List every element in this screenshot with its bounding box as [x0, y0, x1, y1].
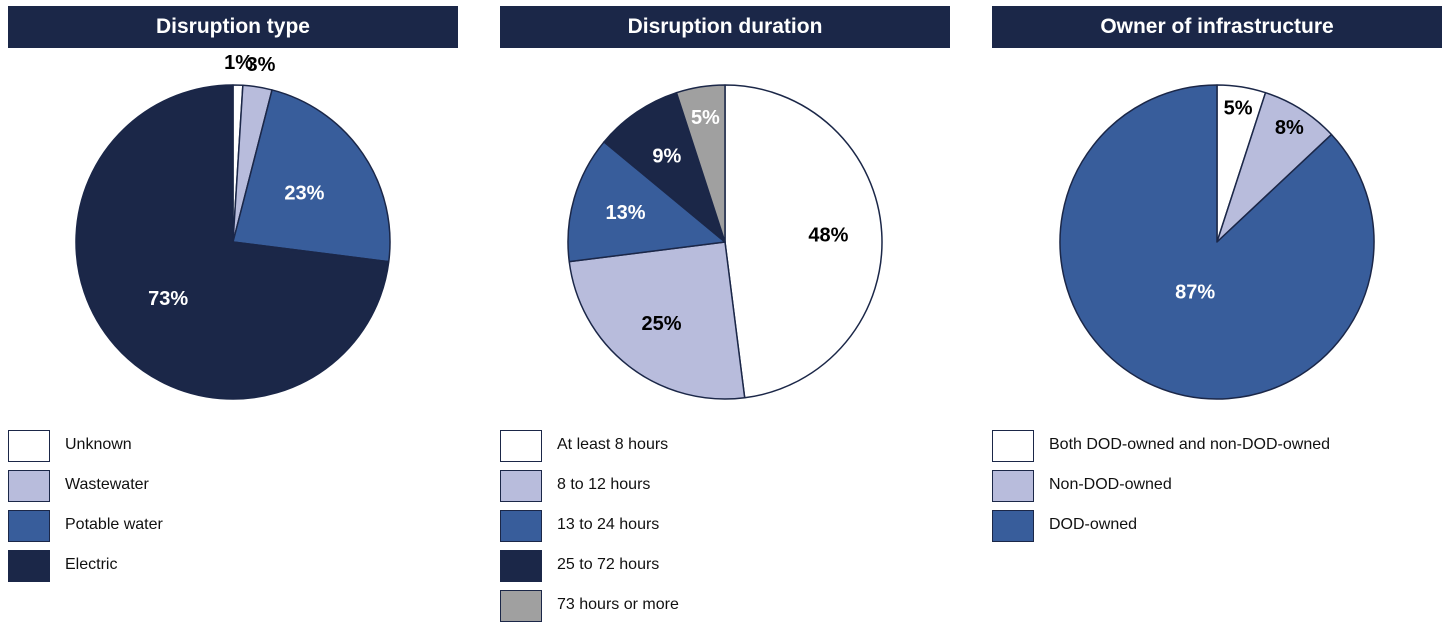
pie-slice-8-to-12-hours: [568, 241, 746, 400]
legend-label: 13 to 24 hours: [557, 516, 660, 533]
legend-swatch: [500, 430, 542, 462]
legend-label: 25 to 72 hours: [557, 556, 660, 573]
legend-label: Electric: [65, 556, 118, 573]
slice-value-label-unknown: 1%: [224, 55, 253, 74]
legend-label: DOD-owned: [1049, 516, 1138, 533]
legend-label: Both DOD-owned and non-DOD-owned: [1049, 436, 1331, 453]
owner-of-infrastructure-panel: Owner of infrastructure 5% 8% 87% Both DOD…: [992, 0, 1442, 624]
legend-swatch: [992, 470, 1034, 502]
slice-value-label-25-to-72-hours: 9%: [652, 145, 681, 167]
pie-slice-25-to-72-hours: [603, 91, 726, 243]
owner-of-infrastructure-pie: 5% 8% 87%: [1059, 84, 1375, 400]
pie-slice-potable-water: [232, 89, 391, 263]
legend-swatch: [500, 590, 542, 622]
legend-swatch: [8, 510, 50, 542]
disruption-duration-panel: Disruption duration 48% 25% 13% 9% 5% At lea…: [500, 0, 950, 624]
legend-swatch: [500, 510, 542, 542]
slice-value-label-electric: 73%: [148, 288, 188, 310]
legend-label: 73 hours or more: [557, 596, 679, 613]
legend-swatch: [8, 470, 50, 502]
legend-swatch: [500, 550, 542, 582]
pie-slice-73-hours-or-more: [675, 84, 726, 243]
disruption-type-panel: Disruption type 1% 3% 23% 73% Unknown Wastew…: [8, 0, 458, 624]
slice-value-label-wastewater: 3%: [247, 55, 276, 76]
legend-label: Non-DOD-owned: [1049, 476, 1172, 493]
panel-title: Owner of infrastructure: [992, 6, 1442, 48]
disruption-duration-pie: 48% 25% 13% 9% 5%: [567, 84, 883, 400]
legend-swatch: [8, 430, 50, 462]
legend-swatch: [992, 510, 1034, 542]
legend-swatch: [8, 550, 50, 582]
legend-label: Wastewater: [65, 476, 149, 493]
slice-value-label-at-least-8-hours: 48%: [808, 225, 848, 247]
panel-title: Disruption duration: [500, 6, 950, 48]
pie-slice-dod-owned: [1059, 84, 1375, 400]
pie-slice-electric: [75, 84, 390, 400]
pie-slice-13-to-24-hours: [567, 141, 726, 263]
slice-value-label-non-dod-owned: 8%: [1275, 117, 1304, 139]
legend-swatch: [500, 470, 542, 502]
slice-value-label-potable-water: 23%: [284, 183, 324, 205]
panel-title: Disruption type: [8, 6, 458, 48]
pie-slice-at-least-8-hours: [724, 84, 883, 399]
slice-value-label-both-dod-owned-and-non-dod-owned: 5%: [1224, 98, 1253, 120]
slice-value-label-13-to-24-hours: 13%: [605, 202, 645, 224]
legend-label: Unknown: [65, 436, 132, 453]
legend-swatch: [992, 430, 1034, 462]
slice-value-label-73-hours-or-more: 5%: [691, 107, 720, 129]
slice-value-label-8-to-12-hours: 25%: [641, 313, 681, 335]
slice-value-label-dod-owned: 87%: [1175, 281, 1215, 303]
disruption-type-pie: 1%3% 23% 73%: [75, 55, 391, 400]
legend-label: At least 8 hours: [557, 436, 669, 453]
legend-label: Potable water: [65, 516, 163, 533]
legend-label: 8 to 12 hours: [557, 476, 651, 493]
